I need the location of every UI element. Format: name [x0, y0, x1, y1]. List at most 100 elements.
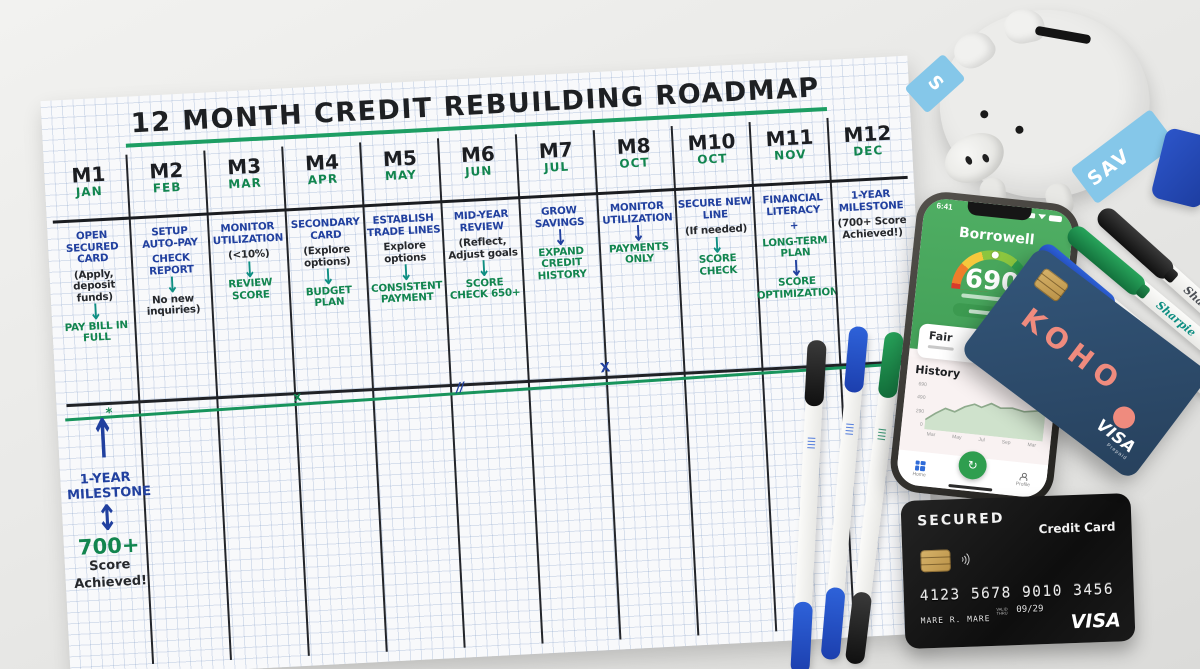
column-month-sub: MAY — [384, 167, 418, 184]
profile-icon — [1019, 472, 1028, 481]
history-ytick: 690 — [918, 381, 928, 389]
history-ytick: 490 — [916, 394, 926, 402]
marker-body-text: |||| — [806, 436, 817, 451]
history-ytick: 290 — [915, 407, 925, 415]
visa-logo: VISA — [1070, 609, 1122, 634]
column-month-sub: DEC — [852, 143, 884, 159]
column-tasks: MONITOR UTILIZATION (<10%) ↓ REVIEW SCORE — [209, 212, 294, 398]
marker-cap-blue — [790, 601, 814, 669]
task-text: MONITOR UTILIZATION — [212, 220, 284, 247]
column-tasks: SECONDARY CARD (Explore options) ↓ BUDGET P… — [287, 208, 372, 394]
down-arrow-icon: ↓ — [553, 224, 568, 251]
task-text: SETUP AUTO-PAY — [141, 224, 199, 251]
task-text: 1-YEAR MILESTONE — [838, 187, 904, 214]
column-month-sub: FEB — [152, 179, 182, 196]
column-tasks: SETUP AUTO-PAY CHECK REPORT ↓ No new inquir… — [131, 217, 216, 403]
column-month-sub: JAN — [75, 183, 104, 200]
down-arrow-icon: ↓ — [320, 263, 336, 290]
column-tasks: MONITOR UTILIZATION ↓ PAYMENTS ONLY — [598, 192, 683, 378]
column-month: M1 — [70, 161, 106, 188]
wifi-icon — [1038, 214, 1046, 220]
column-tasks: GROW SAVINGS ↓ EXPAND CREDIT HISTORY — [520, 196, 605, 382]
nav-home-label: Home — [912, 470, 927, 478]
milestone-up-arrow-icon: ↑ — [89, 408, 118, 473]
down-arrow-icon: ↓ — [476, 255, 492, 282]
secured-label: SECURED — [916, 510, 1005, 530]
column-month-sub: OCT — [619, 155, 650, 171]
column-tasks: FINANCIAL LITERACY + LONG-TERM PLAN ↓ SCORE … — [754, 184, 839, 370]
piggy-bank: SAV S — [904, 0, 1177, 222]
column-month: M4 — [304, 149, 340, 176]
piggy-nostril — [964, 155, 974, 166]
column-month: M5 — [382, 145, 418, 172]
history-chart-row: 690 490 290 0 — [909, 380, 1047, 442]
task-text: SECURE NEW LINE — [677, 195, 752, 222]
column-month-sub: APR — [307, 171, 339, 188]
history-xtick: Sep — [1001, 439, 1011, 447]
column-month: M8 — [616, 133, 652, 159]
down-arrow-icon: ↓ — [165, 271, 180, 299]
home-icon — [914, 459, 926, 471]
column-month-sub: JUL — [543, 159, 570, 175]
history-xtick: May — [951, 434, 962, 442]
column-tasks: ESTABLISH TRADE LINES Explore options ↓ CON… — [365, 204, 450, 390]
marker-body-text: |||| — [844, 422, 856, 437]
column-month: M3 — [226, 153, 262, 180]
down-arrow-icon: ↓ — [709, 231, 725, 259]
nav-profile-label: Profile — [1015, 480, 1031, 488]
card-holder: MARE R. MARE — [920, 613, 991, 626]
koho-brand: KOHO — [1015, 301, 1131, 400]
history-chart — [924, 402, 1046, 442]
rating-subtext-placeholder — [927, 345, 954, 351]
column-month: M7 — [538, 137, 574, 164]
column-month: M12 — [842, 120, 892, 148]
task-text: FINANCIAL LITERACY — [762, 191, 823, 218]
secured-credit-card: SECURED Credit Card 4123 5678 9010 3456 … — [900, 493, 1136, 649]
column-month: M11 — [764, 124, 814, 152]
nav-home[interactable]: Home — [912, 459, 927, 478]
column-month: M10 — [687, 128, 736, 156]
contactless-icon — [952, 550, 973, 569]
column-tasks: OPEN SECURED CARD (Apply, deposit funds) ↓… — [53, 221, 138, 407]
down-arrow-icon: ↓ — [788, 254, 804, 281]
down-arrow-icon: ↓ — [398, 259, 414, 286]
task-text: EXPAND CREDIT HISTORY — [537, 244, 588, 283]
history-xtick: Mar — [926, 431, 936, 439]
history-panel: History 690 490 290 0 Mar May Jul Sep Mar — [897, 356, 1058, 482]
card-chip — [920, 549, 951, 573]
history-xtick: Jul — [978, 436, 986, 444]
column-month-sub: JUN — [464, 163, 493, 179]
history-xtick: Mar — [1027, 441, 1037, 449]
column-tasks: MID-YEAR REVIEW (Reflect, Adjust goals ↓ SC… — [442, 200, 527, 386]
task-text: MID-YEAR REVIEW — [453, 207, 509, 234]
column-month-sub: NOV — [773, 147, 807, 163]
column-tasks: SECURE NEW LINE (If needed) ↓ SCORE CHECK — [676, 188, 761, 374]
card-type-label: Credit Card — [1038, 519, 1116, 537]
card-number: 4123 5678 9010 3456 — [919, 581, 1115, 605]
phone-screen: 6:41 Borrowell 690 Fair Histo — [895, 196, 1075, 500]
battery-icon — [1048, 214, 1063, 222]
task-text: SECONDARY CARD — [290, 215, 360, 242]
marker-cap-black — [804, 339, 827, 407]
milestone-updown-arrow-icon: ↕ — [95, 498, 120, 540]
down-arrow-icon: ↓ — [630, 220, 646, 247]
smartphone: 6:41 Borrowell 690 Fair Histo — [887, 189, 1083, 507]
down-arrow-icon: ↓ — [88, 298, 103, 326]
task-text: + — [789, 219, 799, 233]
task-text: (700+ Score Achieved!) — [837, 214, 907, 241]
valid-thru-label: VALID THRU — [996, 606, 1008, 617]
column-month-sub: MAR — [227, 175, 263, 192]
card-chip — [1032, 267, 1070, 303]
marker-body-text: |||| — [876, 427, 888, 442]
milestone-block: ↑ 1-YEAR MILESTONE ↕ 700+ Score Achieved… — [63, 408, 152, 593]
column-month: M6 — [460, 141, 496, 168]
task-text: OPEN SECURED CARD — [65, 228, 119, 266]
piggy-nostril — [980, 152, 991, 164]
column-month-sub: OCT — [696, 151, 728, 167]
card-expiry: 09/29 — [1016, 604, 1044, 616]
nav-profile[interactable]: Profile — [1015, 472, 1032, 488]
column-month: M2 — [148, 157, 184, 184]
history-ytick: 0 — [919, 421, 923, 428]
task-text: ESTABLISH TRADE LINES — [366, 211, 441, 239]
